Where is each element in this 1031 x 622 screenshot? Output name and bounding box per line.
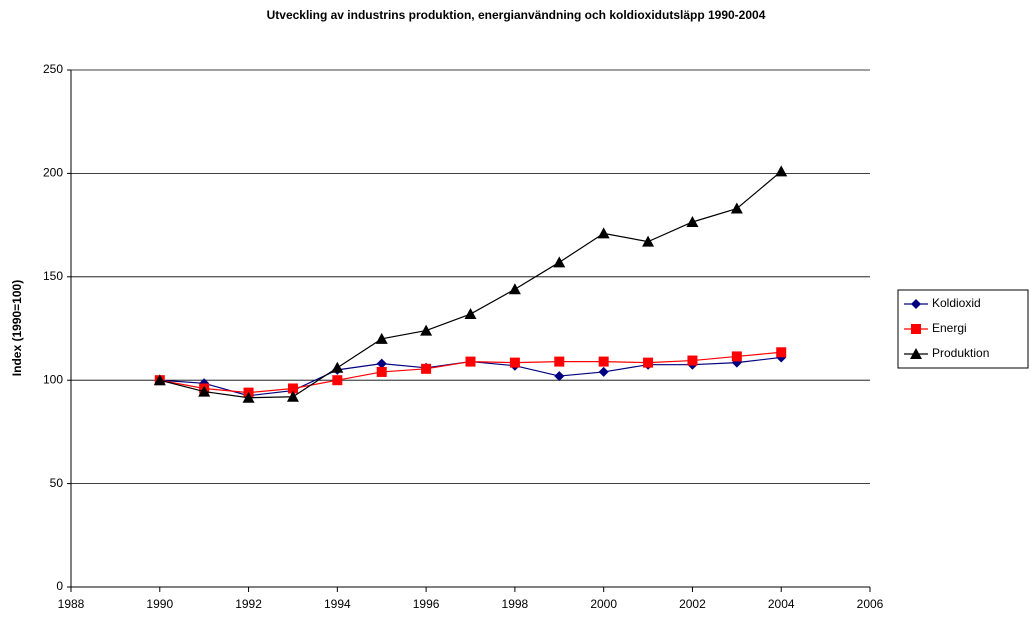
marker [730,202,743,214]
x-tick-label: 1998 [502,597,529,611]
marker [376,366,387,377]
y-tick-label: 250 [43,62,63,76]
x-tick-label: 2006 [857,597,884,611]
marker [598,366,609,377]
marker [509,357,520,368]
marker [642,235,655,247]
marker [198,385,211,397]
marker [376,358,387,369]
marker [331,361,344,373]
chart-title: Utveckling av industrins produktion, ene… [267,8,766,22]
marker [554,356,565,367]
marker [775,165,788,177]
y-axis-label: Index (1990=100) [10,280,24,376]
legend-label: Energi [932,321,967,335]
marker [554,371,565,382]
x-tick-label: 1994 [324,597,351,611]
marker [731,351,742,362]
x-tick-label: 2002 [679,597,706,611]
x-tick-label: 2004 [768,597,795,611]
marker [421,363,432,374]
x-tick-label: 1988 [58,597,85,611]
legend-label: Produktion [932,346,989,360]
marker [643,357,654,368]
marker [911,299,921,309]
marker [776,347,787,358]
marker [375,332,388,344]
y-tick-label: 100 [43,372,63,386]
x-tick-label: 1990 [146,597,173,611]
marker [508,283,521,295]
marker [153,374,166,386]
marker [910,348,922,359]
y-tick-label: 50 [50,476,64,490]
marker [911,324,921,334]
y-tick-label: 150 [43,269,63,283]
y-tick-label: 200 [43,166,63,180]
legend-label: Koldioxid [932,296,981,310]
x-tick-label: 1992 [235,597,262,611]
marker [686,215,699,227]
x-tick-label: 2000 [590,597,617,611]
marker [553,256,566,268]
marker [420,324,433,336]
marker [687,355,698,366]
marker [287,383,298,394]
y-tick-label: 0 [56,579,63,593]
marker [465,356,476,367]
marker [598,356,609,367]
marker [464,308,477,320]
x-tick-label: 1996 [413,597,440,611]
marker [332,375,343,386]
marker [286,390,299,402]
marker [597,227,610,239]
marker [242,391,255,403]
